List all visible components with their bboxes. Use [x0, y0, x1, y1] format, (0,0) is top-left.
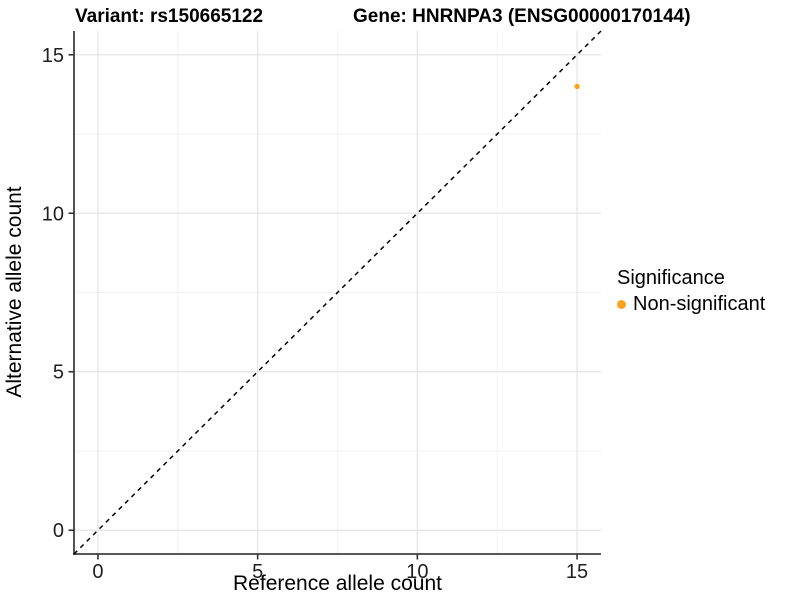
legend-item: Non-significant [617, 293, 765, 316]
x-tick-label: 5 [252, 561, 263, 583]
x-tick-label: 15 [566, 561, 588, 583]
identity-line [73, 30, 602, 555]
y-tick-label: 5 [53, 362, 64, 384]
legend: Significance Non-significant [617, 266, 765, 316]
plot-title-variant: Variant: rs150665122 [75, 6, 264, 27]
legend-item-label: Non-significant [633, 293, 766, 315]
legend-title: Significance [617, 267, 725, 289]
y-tick-label: 10 [42, 203, 64, 225]
x-tick-label: 10 [406, 561, 428, 583]
x-axis-title: Reference allele count [233, 572, 442, 595]
data-point [574, 83, 580, 90]
y-tick-label: 15 [42, 45, 64, 67]
y-tick-label: 0 [53, 520, 64, 542]
plot-title-gene: Gene: HNRNPA3 (ENSG00000170144) [353, 6, 691, 27]
y-axis-title: Alternative allele count [3, 186, 26, 398]
x-tick-label: 0 [92, 561, 103, 583]
legend-dot-icon [617, 300, 626, 309]
